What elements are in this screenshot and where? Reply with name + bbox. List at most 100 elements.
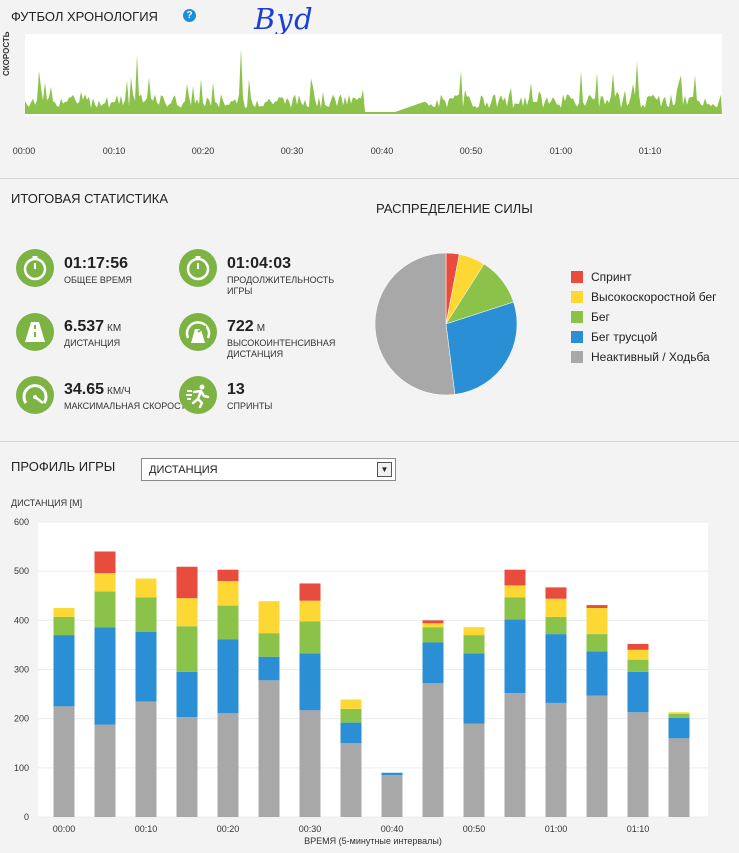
chevron-down-icon[interactable]: ▼ — [377, 462, 392, 477]
speed-area — [25, 48, 722, 114]
stat-unit: М — [256, 323, 266, 334]
y-tick-label: 100 — [14, 763, 29, 773]
game-duration-value: 01:04:03 — [227, 255, 291, 273]
total-time-value: 01:17:56 — [64, 255, 128, 273]
stat-unit: КМ/Ч — [107, 386, 131, 397]
bar-segment — [668, 717, 690, 739]
bar-segment — [586, 608, 608, 635]
bar-segment — [545, 616, 567, 635]
legend-label: Бег трусцой — [591, 330, 658, 344]
y-tick-label: 400 — [14, 615, 29, 625]
stat-number: 13 — [227, 381, 245, 398]
bar-segment — [299, 710, 321, 817]
x-tick-label: 00:20 — [217, 824, 240, 834]
metric-select-value: ДИСТАНЦИЯ — [149, 464, 218, 476]
stat-number: 34.65 — [64, 381, 105, 398]
bar-segment — [668, 712, 690, 714]
timeline-title: ФУТБОЛ ХРОНОЛОГИЯ — [11, 9, 158, 24]
max-speed-label: Максимальная скорость — [64, 401, 192, 411]
bar-chart-y-axis-label: ДИСТАНЦИЯ [М] — [11, 498, 83, 508]
max-speed-value: 34.65 КМ/Ч — [64, 381, 131, 399]
timeline-tick: 00:10 — [102, 146, 126, 156]
bar-segment — [627, 671, 649, 713]
bar-segment — [94, 573, 116, 592]
bar-segment — [545, 598, 567, 617]
bar-segment — [299, 621, 321, 654]
bar-segment — [340, 699, 362, 709]
bar-segment — [176, 566, 198, 599]
game-profile-title: ПРОФИЛЬ ИГРЫ — [11, 459, 116, 474]
timeline-y-axis-label: СКОРОСТЬ — [2, 31, 11, 76]
bar-segment — [422, 627, 444, 643]
legend-swatch — [571, 311, 583, 323]
x-tick-label: 00:40 — [381, 824, 404, 834]
bar-segment — [586, 605, 608, 609]
bar-segment — [176, 671, 198, 718]
y-tick-label: 500 — [14, 566, 29, 576]
distance-label: Дистанция — [64, 338, 121, 348]
bar-segment — [504, 619, 526, 694]
bar-segment — [258, 680, 280, 817]
bar-segment — [135, 578, 157, 598]
bar-segment — [176, 717, 198, 817]
bar-segment — [176, 626, 198, 672]
legend-label: Неактивный / Ходьба — [591, 350, 710, 364]
bar-segment — [299, 600, 321, 622]
bar-segment — [627, 712, 649, 817]
bar-segment — [504, 569, 526, 586]
legend-label: Спринт — [591, 270, 632, 284]
bar-segment — [504, 597, 526, 620]
bar-segment — [586, 695, 608, 817]
pie-slice — [445, 301, 518, 395]
timeline-tick: 01:00 — [549, 146, 573, 156]
timeline-tick: 00:50 — [459, 146, 483, 156]
bar-segment — [135, 597, 157, 632]
bar-segment — [668, 738, 690, 817]
timeline-tick: 01:10 — [638, 146, 662, 156]
x-tick-label: 01:10 — [627, 824, 650, 834]
y-tick-label: 200 — [14, 714, 29, 724]
bar-segment — [463, 653, 485, 724]
bar-segment — [53, 616, 75, 636]
stat-unit: КМ — [107, 323, 122, 334]
bar-segment — [463, 635, 485, 654]
summary-title: ИТОГОВАЯ СТАТИСТИКА — [11, 191, 169, 206]
power-distribution-title: РАСПРЕДЕЛЕНИЕ СИЛЫ — [376, 201, 533, 216]
game-duration-label: Продолжительность игры — [227, 275, 335, 296]
bar-segment — [545, 634, 567, 703]
bar-segment — [135, 701, 157, 817]
timeline-tick: 00:30 — [280, 146, 304, 156]
bar-segment — [135, 631, 157, 702]
bar-segment — [217, 581, 239, 606]
bar-segment — [381, 772, 403, 776]
bar-segment — [258, 656, 280, 681]
bar-segment — [627, 643, 649, 650]
stopwatch-icon — [179, 249, 217, 287]
distance-stacked-bar-chart: 0 100 200 300 400 500 600 00:00 00:10 00:20 00:30… — [14, 517, 708, 846]
metric-select[interactable]: ДИСТАНЦИЯ ▼ — [141, 458, 396, 481]
x-tick-label: 00:30 — [299, 824, 322, 834]
high-intensity-distance-label: Высокоинтенсивная дистанция — [227, 338, 336, 359]
distance-value: 6.537 КМ — [64, 318, 121, 336]
y-tick-label: 600 — [14, 517, 29, 527]
bar-segment — [53, 635, 75, 707]
bar-segment — [463, 723, 485, 817]
bar-segment — [258, 601, 280, 634]
bar-segment — [340, 722, 362, 744]
speedometer-icon — [16, 376, 54, 414]
bar-segment — [217, 639, 239, 714]
bar-segment — [586, 651, 608, 696]
legend-swatch — [571, 351, 583, 363]
section-divider — [0, 441, 739, 442]
bar-segment — [94, 724, 116, 817]
help-icon[interactable]: ? — [183, 9, 196, 22]
bar-segment — [381, 775, 403, 817]
bar-segment — [217, 605, 239, 640]
x-tick-label: 00:00 — [53, 824, 76, 834]
timeline-x-axis: 00:00 00:10 00:20 00:30 00:40 00:50 01:0… — [0, 146, 739, 160]
sprints-value: 13 — [227, 381, 245, 399]
legend-label: Высокоскоростной бег — [591, 290, 717, 304]
legend-swatch — [571, 331, 583, 343]
bar-segment — [94, 627, 116, 725]
bar-segment — [504, 693, 526, 817]
